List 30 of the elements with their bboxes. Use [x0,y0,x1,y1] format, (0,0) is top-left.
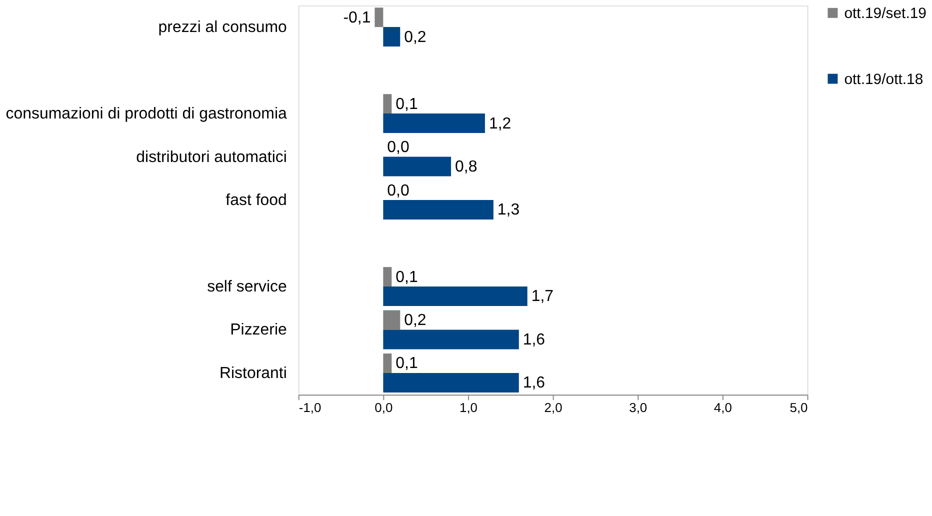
y-tick-label: prezzi al consumo [158,19,287,36]
data-label: -0,1 [343,9,371,26]
data-label: 1,6 [522,374,546,392]
data-label: 0,2 [404,312,426,330]
x-tick-label: 2,0 [544,400,562,416]
x-tick-label: 5,0 [790,400,808,416]
data-label: 0,1 [396,355,418,372]
data-label: 1,3 [497,202,520,219]
y-tick-label: fast food [226,192,287,210]
legend-label: ott.19/set.19 [844,4,926,22]
x-tick-label: 4,0 [714,400,732,416]
y-tick-label: consumazioni di prodotti di gastronomia [6,106,288,123]
y-tick-label: Pizzerie [230,322,287,339]
x-tick-label: 0,0 [374,400,393,416]
y-tick-label: self service [207,278,288,296]
data-label: 0,0 [387,182,410,200]
data-label: 1,7 [531,288,554,306]
data-label: 0,0 [387,139,410,156]
data-label: 0,8 [455,158,478,176]
data-label: 0,1 [396,268,418,286]
data-label: 1,6 [522,331,546,348]
data-label: 0,2 [404,28,426,46]
legend-label: ott.19/ott.18 [844,70,924,88]
data-label: 1,2 [488,115,512,132]
x-tick-label: -1,0 [298,400,322,416]
y-tick-label: distributori automatici [136,148,287,166]
data-label: 0,1 [396,96,418,113]
x-tick-label: 3,0 [629,400,648,416]
x-tick-label: 1,0 [459,400,478,416]
y-tick-label: Ristoranti [219,364,287,382]
